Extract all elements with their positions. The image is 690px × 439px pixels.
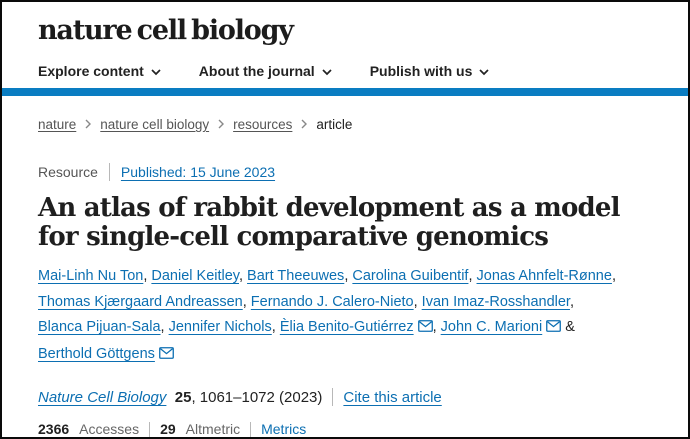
citation-row: Nature Cell Biology 25, 1061–1072 (2023)… (38, 388, 652, 407)
chevron-down-icon (322, 63, 332, 79)
breadcrumb-current: article (316, 117, 353, 132)
divider (149, 421, 151, 437)
author-link[interactable]: Thomas Kjærgaard Andreassen (38, 293, 243, 310)
chevron-down-icon (151, 63, 161, 79)
nav-about-the-journal[interactable]: About the journal (199, 63, 332, 79)
email-envelope-icon[interactable] (158, 343, 174, 369)
main-nav: Explore content About the journal Publis… (38, 63, 652, 79)
journal-link[interactable]: Nature Cell Biology (38, 388, 167, 406)
accesses-count: 2366 (38, 421, 70, 438)
author-link[interactable]: Daniel Keitley (151, 268, 239, 285)
nav-label: Publish with us (369, 63, 473, 79)
author-link[interactable]: Berthold Göttgens (38, 345, 155, 362)
author-link[interactable]: Èlia Benito-Gutiérrez (279, 319, 414, 336)
divider (108, 163, 110, 181)
accent-bar (2, 88, 688, 96)
email-envelope-icon[interactable] (546, 316, 562, 342)
nav-explore-content[interactable]: Explore content (38, 63, 161, 79)
author-link[interactable]: Bart Theeuwes (247, 268, 345, 285)
chevron-down-icon (479, 63, 489, 79)
chevron-right-icon (301, 117, 308, 132)
author-link[interactable]: Carolina Guibentif (352, 268, 469, 285)
altmetric-label: Altmetric (185, 421, 241, 438)
divider (332, 388, 334, 407)
page-title: An atlas of rabbit development as a mode… (38, 193, 621, 253)
author-link[interactable]: Fernando J. Calero-Nieto (250, 293, 414, 310)
author-list: Mai-Linh Nu Ton, Daniel Keitley, Bart Th… (38, 264, 652, 368)
nav-label: Explore content (38, 63, 144, 79)
breadcrumb: nature nature cell biology resources articl… (38, 117, 652, 132)
metrics-link[interactable]: Metrics (261, 421, 307, 438)
citation-volume: 25 (174, 388, 192, 406)
cite-this-article-link[interactable]: Cite this article (343, 388, 442, 406)
article-meta-row: Resource Published: 15 June 2023 (38, 163, 652, 181)
author-link[interactable]: Jonas Ahnfelt-Rønne (476, 268, 612, 285)
published-date-link[interactable]: Published: 15 June 2023 (120, 164, 276, 180)
nav-publish-with-us[interactable]: Publish with us (370, 63, 490, 79)
citation-pages: , 1061–1072 (2023) (191, 388, 323, 406)
author-separator: & (561, 319, 575, 336)
article-type-label: Resource (38, 164, 98, 180)
breadcrumb-link[interactable]: nature (38, 117, 77, 132)
author-link[interactable]: Blanca Pijuan-Sala (38, 319, 161, 336)
divider (250, 421, 252, 437)
breadcrumb-link[interactable]: resources (233, 117, 293, 132)
citation-text: Nature Cell Biology 25, 1061–1072 (2023) (38, 389, 322, 406)
breadcrumb-link[interactable]: nature cell biology (100, 117, 210, 132)
journal-logo[interactable]: nature cell biology (38, 15, 294, 46)
email-envelope-icon[interactable] (417, 316, 433, 342)
chevron-right-icon (85, 117, 92, 132)
accesses-label: Accesses (79, 421, 140, 438)
chevron-right-icon (218, 117, 225, 132)
author-link[interactable]: Jennifer Nichols (168, 319, 272, 336)
author-link[interactable]: John C. Marioni (440, 319, 543, 336)
altmetric-count: 29 (160, 421, 176, 438)
author-link[interactable]: Ivan Imaz-Rosshandler (421, 293, 570, 310)
author-link[interactable]: Mai-Linh Nu Ton (38, 268, 144, 285)
nav-label: About the journal (198, 63, 315, 79)
metrics-row: 2366 Accesses 29 Altmetric Metrics (38, 421, 652, 437)
